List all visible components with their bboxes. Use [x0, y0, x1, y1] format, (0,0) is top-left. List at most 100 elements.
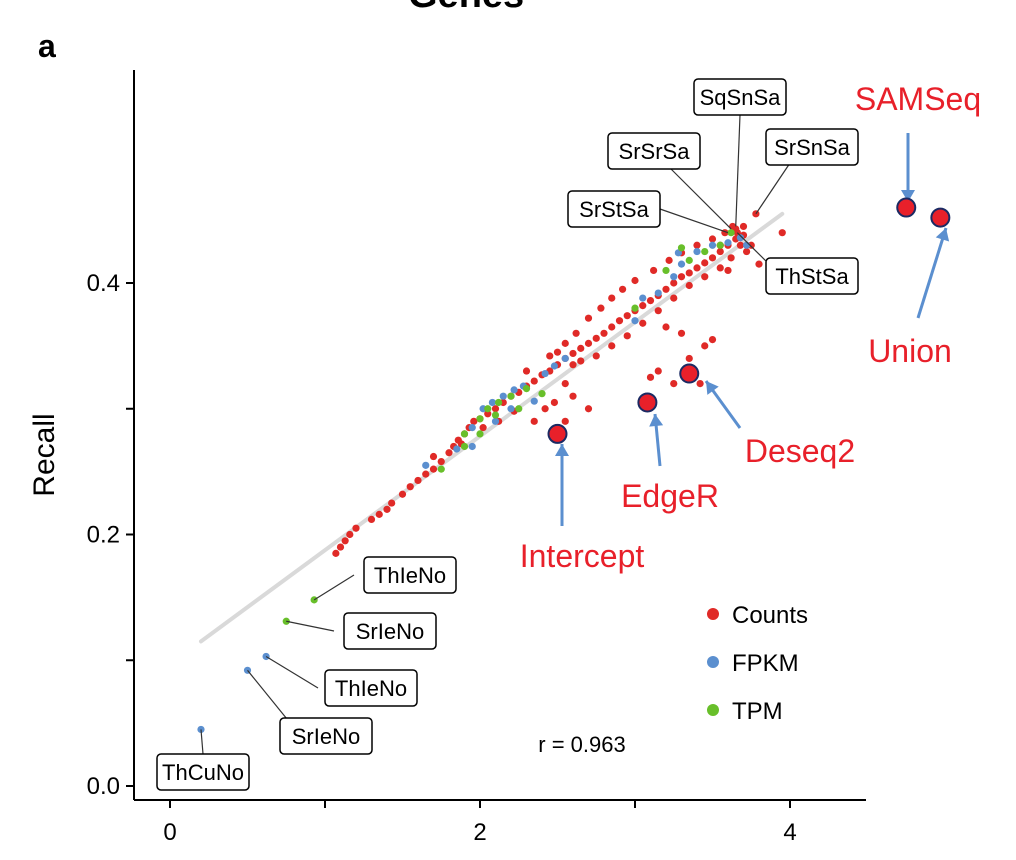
legend-swatch-fpkm [707, 656, 719, 668]
data-point-counts [670, 380, 678, 388]
point-label-text: SrStSa [579, 197, 649, 222]
label-leader-line [313, 574, 355, 601]
point-label-box [765, 128, 859, 166]
point-labels-group: SqSnSa SrSrSa SrSnSa SrStSa ThStSa ThIeNo SrIe… [156, 78, 859, 791]
data-point-counts [662, 285, 670, 293]
data-point-counts [530, 417, 538, 425]
data-point-fpkm [510, 386, 518, 394]
data-point-fpkm [468, 424, 476, 432]
point-label-text: ThIeNo [335, 676, 407, 701]
data-point-tpm [460, 430, 469, 438]
label-leader-line [265, 655, 319, 689]
data-point-tpm [677, 244, 686, 252]
data-point-counts [414, 476, 422, 485]
data-point-counts [522, 367, 531, 375]
data-point-tpm [727, 229, 735, 237]
data-point-counts [561, 380, 569, 388]
data-point-counts [584, 339, 593, 347]
chart-title: Genes [408, 0, 524, 17]
highlighted-method-label: Deseq2 [745, 433, 855, 469]
data-point-counts [406, 483, 414, 491]
data-point-counts [352, 524, 360, 532]
y-tick-label: 0.0 [87, 773, 120, 800]
data-point-counts [375, 510, 383, 518]
point-label-text: ThIeNo [374, 563, 446, 588]
data-point-counts [693, 241, 701, 249]
highlight-arrow-head [901, 190, 915, 202]
data-point-fpkm [550, 362, 559, 370]
axes: 0 2 4 0.0 0.2 0.4 [87, 70, 866, 846]
data-point-counts [569, 361, 577, 369]
point-label-text: SrIeNo [292, 724, 360, 749]
data-point-fpkm [488, 398, 496, 407]
point-label-box [567, 190, 661, 228]
label-leader-line [735, 114, 741, 227]
data-point-counts [662, 323, 670, 331]
data-point-fpkm [708, 241, 717, 249]
point-label-box [765, 257, 859, 295]
point-label-text: SrSrSa [619, 139, 691, 164]
data-point-fpkm [654, 289, 662, 297]
data-point-counts [470, 417, 478, 425]
data-point-counts [639, 302, 647, 310]
data-point-counts [398, 490, 407, 498]
data-point-counts [685, 269, 693, 277]
data-point-counts [729, 222, 737, 231]
data-point-counts [569, 392, 577, 400]
highlighted-method-label: Union [868, 333, 952, 369]
data-point-tpm [716, 241, 724, 249]
data-point-counts [701, 273, 709, 281]
panel-letter: a [38, 28, 56, 64]
data-point-counts [646, 297, 655, 305]
data-point-fpkm [670, 273, 678, 281]
data-point-tpm [476, 415, 484, 423]
data-point-counts [561, 339, 569, 347]
data-point-tpm [491, 411, 500, 419]
data-point-counts [650, 266, 658, 275]
data-point-tpm [685, 256, 693, 264]
point-label-box [343, 612, 437, 650]
data-point-fpkm [561, 354, 569, 363]
data-point-fpkm [541, 369, 549, 378]
highlighted-point [547, 423, 568, 444]
data-point-counts [550, 398, 559, 407]
data-point-counts [670, 294, 678, 302]
data-point-counts [346, 530, 354, 539]
data-point-counts [422, 470, 430, 478]
data-point-counts [530, 377, 538, 385]
data-point-fpkm [631, 317, 639, 325]
point-label-box [607, 132, 701, 170]
data-point-counts [708, 335, 717, 344]
data-point-counts [383, 505, 391, 513]
data-point-counts [736, 241, 745, 249]
data-point-fpkm [422, 461, 430, 469]
highlight-arrow-head [706, 381, 719, 395]
highlight-arrow-head [935, 228, 950, 242]
data-point-counts [572, 329, 580, 337]
data-point-counts [778, 229, 786, 237]
trend-line-group [199, 211, 785, 644]
data-point-fpkm [724, 239, 732, 247]
data-point-counts [685, 281, 693, 290]
data-point-counts [541, 405, 549, 413]
data-point-tpm [701, 247, 709, 256]
data-point-counts [708, 254, 717, 262]
label-leader-line [286, 620, 335, 632]
data-point-counts [608, 323, 616, 331]
data-point-tpm [522, 385, 531, 393]
label-leader-line [659, 208, 729, 234]
data-point-fpkm [743, 241, 751, 249]
data-point-tpm [484, 405, 492, 413]
data-point-counts [716, 247, 724, 256]
data-point-counts [639, 319, 647, 327]
data-point-counts [716, 264, 724, 272]
data-point-counts [584, 405, 593, 413]
data-point-tpm [507, 392, 515, 400]
data-point-counts [623, 332, 631, 340]
data-point-counts [623, 312, 631, 320]
data-point-counts [701, 342, 709, 350]
highlighted-method-label: Intercept [520, 538, 645, 574]
point-label-box [156, 753, 250, 791]
data-point-tpm [460, 442, 469, 451]
highlight-arrow-head [555, 444, 569, 456]
